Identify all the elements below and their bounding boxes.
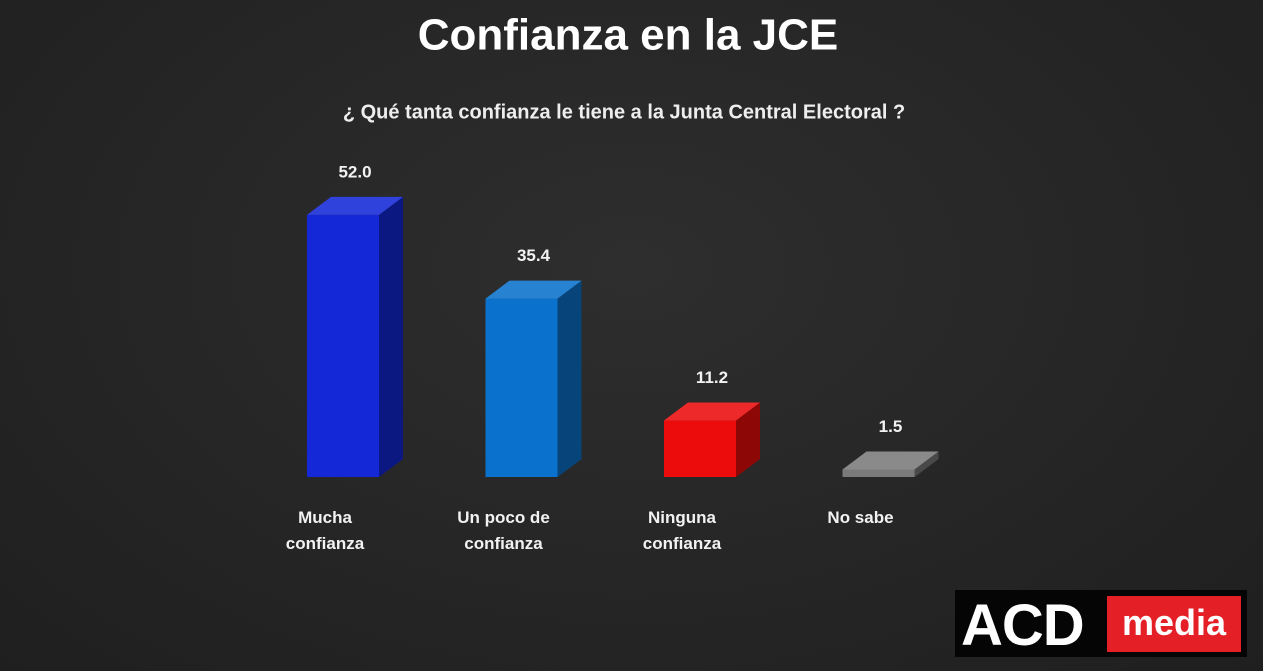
bar <box>842 469 915 477</box>
category-label: Ninguna confianza <box>642 508 722 553</box>
bar-side <box>379 196 403 478</box>
bar-side-shade <box>557 280 582 477</box>
bar-top-light <box>664 402 760 421</box>
logo-right: media <box>1107 596 1241 652</box>
chart-subtitle: ¿ Qué tanta confianza le tiene a la Junt… <box>343 101 905 123</box>
bar-top <box>664 402 760 421</box>
bar-side <box>557 280 582 477</box>
logo-left: ACD <box>961 593 1085 658</box>
bar-side-shade <box>736 402 760 477</box>
bar <box>485 298 558 477</box>
category-label: No sabe <box>827 508 894 527</box>
bar-side-shade <box>379 196 403 478</box>
chart-title: Confianza en la JCE <box>418 11 839 60</box>
bar-side <box>914 451 939 477</box>
bar <box>307 214 379 478</box>
bar-top-light <box>842 451 939 470</box>
logo: ACD media <box>955 590 1247 658</box>
value-label: 11.2 <box>696 368 728 387</box>
bar-top <box>307 196 403 215</box>
bar-side-shade <box>914 451 939 477</box>
bar <box>664 420 736 477</box>
category-label: Un poco de confianza <box>457 508 550 553</box>
bar-top <box>842 451 939 470</box>
value-label: 1.5 <box>879 417 903 436</box>
bar-top-light <box>485 280 582 299</box>
value-label: 35.4 <box>517 246 551 265</box>
bar-side <box>736 402 760 477</box>
value-label: 52.0 <box>338 162 371 181</box>
category-label: Mucha confianza <box>285 508 365 553</box>
bar-top-light <box>307 196 403 215</box>
bar-top <box>485 280 582 299</box>
